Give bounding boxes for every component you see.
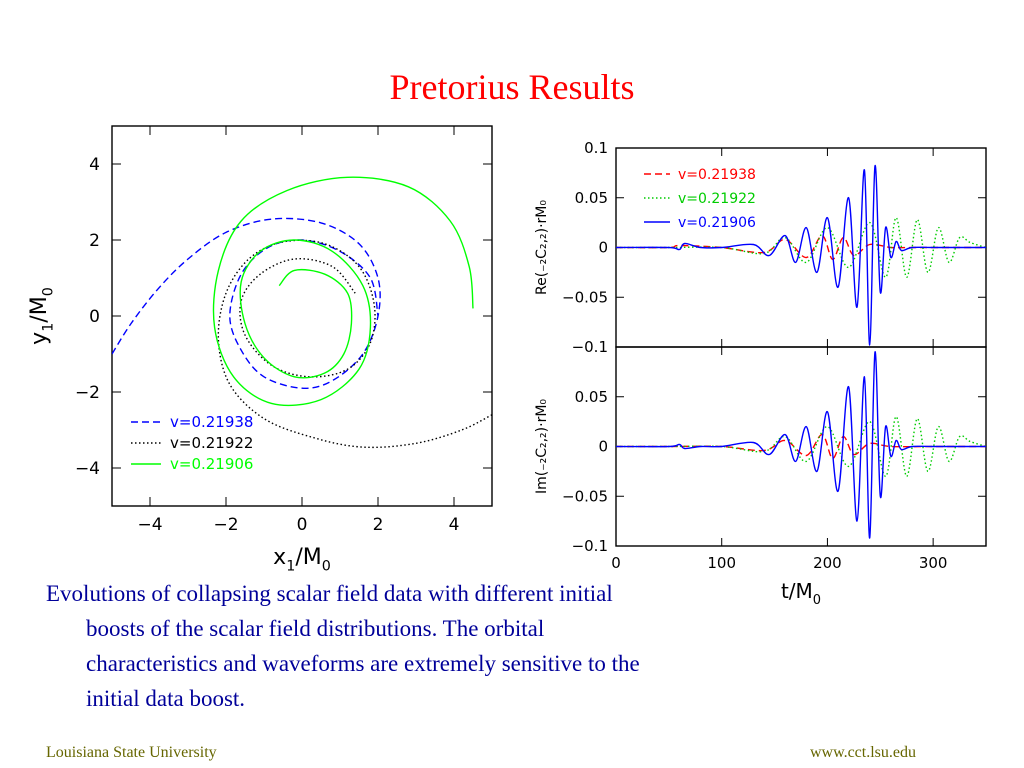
y-tick-label: 0.1 — [584, 139, 608, 157]
y-tick-label: 0.05 — [575, 388, 608, 406]
legend-label: v=0.21922 — [678, 191, 756, 207]
waveform-chart: −0.1 −0.05 0 0.05 0.1 Re(₋₂C₂,₂)·rM₀ v=0.21938… — [534, 139, 987, 608]
footer-institution: Louisiana State University — [46, 744, 217, 761]
y-tick-label: 0 — [89, 307, 100, 327]
x-axis-label: t/M0 — [781, 579, 821, 608]
wave-series-line-3 — [616, 351, 986, 539]
y-tick-label: −2 — [75, 383, 100, 403]
y-tick-label: −0.1 — [572, 338, 608, 356]
orbit-series-line-1 — [112, 217, 381, 389]
orbit-series-line-2 — [217, 239, 492, 449]
x-tick-label: −4 — [137, 515, 162, 535]
y-axis-label: Re(₋₂C₂,₂)·rM₀ — [534, 200, 550, 295]
legend-label: v=0.21938 — [170, 413, 253, 431]
x-tick-label: 100 — [707, 554, 736, 572]
x-tick-label: 2 — [373, 515, 384, 535]
y-tick-label: 0 — [598, 239, 608, 257]
legend-label: v=0.21922 — [170, 434, 253, 452]
legend-label: v=0.21906 — [678, 215, 756, 231]
x-tick-label: 300 — [919, 554, 948, 572]
legend-label: v=0.21938 — [678, 167, 756, 183]
y-tick-label: 0 — [598, 438, 608, 456]
wave-series-group — [616, 165, 986, 346]
x-axis-label: x1/M0 — [273, 545, 331, 575]
y-axis-label: y1/M0 — [27, 287, 57, 345]
x-tick-label: 0 — [297, 515, 308, 535]
y-tick-label: 0.05 — [575, 189, 608, 207]
y-tick-label: 4 — [89, 155, 100, 175]
wave-series-line-3 — [616, 165, 986, 346]
y-tick-label: −0.05 — [562, 288, 608, 306]
wave-series-line-1 — [616, 234, 986, 261]
y-tick-label: −4 — [75, 459, 100, 479]
orbit-chart: −4 −2 0 2 4 −4 −2 0 2 4 x1/M0 y1/M0 v=0.21938 v=0.219… — [27, 125, 493, 575]
caption-text: Evolutions of collapsing scalar field da… — [46, 581, 640, 711]
footer-url: www.cct.lsu.edu — [809, 744, 916, 761]
wave-series-group — [616, 351, 986, 539]
slide-title: Pretorius Results — [389, 67, 635, 107]
legend-label: v=0.21906 — [170, 455, 253, 473]
x-tick-label: 4 — [449, 515, 460, 535]
x-tick-label: 0 — [611, 554, 621, 572]
y-tick-label: 2 — [89, 231, 100, 251]
y-tick-label: −0.05 — [562, 487, 608, 505]
x-tick-label: 200 — [813, 554, 842, 572]
y-tick-label: −0.1 — [572, 537, 608, 555]
y-axis-label: Im(₋₂C₂,₂)·rM₀ — [534, 399, 550, 494]
orbit-plot-frame — [111, 125, 493, 507]
orbit-series-line-3 — [212, 176, 474, 407]
x-tick-label: −2 — [213, 515, 238, 535]
orbit-series-group — [112, 176, 492, 449]
